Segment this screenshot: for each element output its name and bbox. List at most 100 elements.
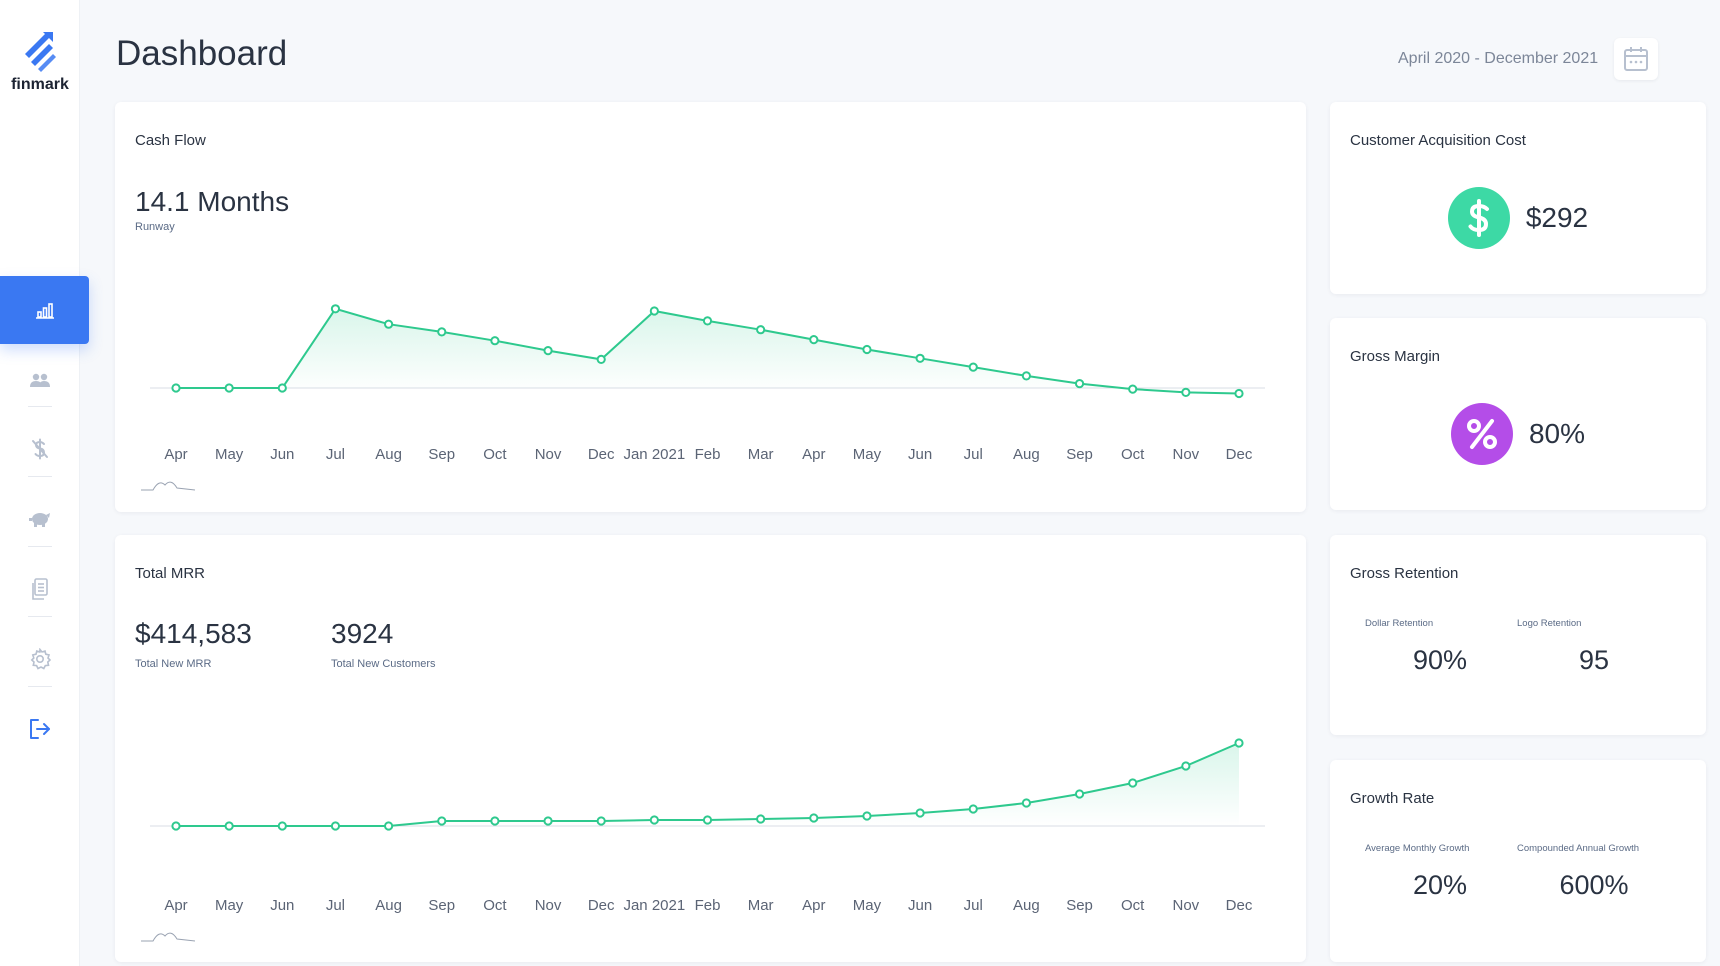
calendar-icon — [1624, 47, 1648, 71]
nav-divider — [28, 546, 52, 547]
data-point[interactable] — [1128, 384, 1138, 394]
data-point[interactable] — [1181, 387, 1191, 397]
card-title: Total MRR — [135, 565, 206, 582]
data-point[interactable] — [1181, 761, 1191, 771]
data-point[interactable] — [384, 319, 394, 329]
gross-margin-kpi: 80% — [1330, 403, 1706, 465]
data-point[interactable] — [596, 816, 606, 826]
dollar-retention-label: Dollar Retention — [1365, 618, 1434, 629]
x-tick-label: Feb — [695, 897, 721, 914]
date-range[interactable]: April 2020 - December 2021 — [1398, 50, 1599, 67]
gross-retention-card: Gross Retention Dollar Retention 90% Log… — [1330, 535, 1706, 735]
data-point[interactable] — [756, 814, 766, 824]
monthly-growth-value: 20% — [1412, 870, 1468, 900]
nav-settings[interactable] — [0, 628, 80, 690]
data-point[interactable] — [649, 306, 659, 316]
x-tick-label: Nov — [1173, 446, 1200, 463]
x-tick-label: Nov — [1173, 897, 1200, 914]
x-tick-label: Sep — [428, 446, 455, 463]
nav-divider — [28, 476, 52, 477]
sidebar: finmark — [0, 0, 89, 966]
logout-icon — [30, 719, 50, 739]
data-point[interactable] — [1074, 789, 1085, 799]
nav-dashboard[interactable] — [0, 276, 89, 344]
cac-value: $292 — [1525, 202, 1589, 233]
nav-reports[interactable] — [0, 558, 80, 620]
x-tick-label: Mar — [748, 897, 774, 914]
data-point[interactable] — [277, 821, 287, 831]
data-point[interactable] — [171, 383, 181, 393]
x-tick-label: Sep — [1066, 446, 1093, 463]
data-point[interactable] — [437, 816, 447, 826]
percent-icon — [1450, 403, 1513, 465]
x-tick-label: Apr — [164, 897, 187, 914]
x-tick-label: Dec — [588, 897, 615, 914]
data-point[interactable] — [490, 336, 500, 346]
data-point[interactable] — [543, 346, 553, 356]
cash-flow-chart[interactable]: Apr May Jun Jul Aug Sep Oct Nov Dec Jan 2021 Feb Ma… — [115, 102, 1306, 512]
total-mrr-chart[interactable]: Apr May Jun Jul Aug Sep Oct Nov Dec Jan 2021 Feb Ma… — [115, 535, 1306, 962]
x-tick-label: Aug — [375, 897, 402, 914]
brand-logo[interactable]: finmark — [0, 30, 80, 94]
runway-value: 14.1 Months — [135, 186, 290, 217]
data-point[interactable] — [862, 811, 872, 821]
data-point[interactable] — [384, 821, 394, 831]
data-point[interactable] — [649, 815, 659, 825]
total-mrr-card: Total MRR $414,583 Total New MRR 3924 To… — [115, 535, 1306, 962]
data-point[interactable] — [596, 354, 606, 364]
x-tick-label: Aug — [375, 446, 402, 463]
gear-icon — [30, 648, 51, 670]
logo-retention-label: Logo Retention — [1517, 618, 1582, 629]
data-point[interactable] — [968, 362, 978, 372]
data-point[interactable] — [277, 383, 287, 393]
nav-savings[interactable] — [0, 488, 80, 550]
data-point[interactable] — [1021, 798, 1032, 808]
x-tick-label: Nov — [535, 897, 562, 914]
x-tick-label: Jul — [964, 446, 983, 463]
data-point[interactable] — [915, 353, 925, 363]
data-point[interactable] — [224, 383, 234, 393]
x-tick-label: Jun — [270, 446, 294, 463]
data-point[interactable] — [1021, 371, 1032, 381]
data-point[interactable] — [171, 821, 181, 831]
chart-navigator[interactable] — [141, 481, 196, 491]
dollar-slash-icon — [32, 438, 48, 460]
data-point[interactable] — [330, 821, 341, 831]
data-point[interactable] — [1128, 778, 1138, 788]
nav-divider — [28, 616, 52, 617]
cac-kpi: $292 — [1330, 187, 1706, 249]
data-point[interactable] — [490, 816, 500, 826]
data-point[interactable] — [862, 344, 872, 355]
data-point[interactable] — [437, 327, 447, 337]
data-point[interactable] — [1234, 738, 1244, 748]
data-point[interactable] — [543, 816, 553, 826]
data-point[interactable] — [1074, 379, 1085, 389]
data-point[interactable] — [1234, 388, 1244, 399]
calendar-button[interactable] — [1614, 38, 1658, 80]
series-area — [176, 308, 1239, 394]
data-point[interactable] — [968, 804, 978, 814]
nav-customers[interactable] — [0, 349, 80, 411]
new-customers-value: 3924 — [331, 618, 394, 649]
data-point[interactable] — [809, 813, 819, 823]
data-point[interactable] — [702, 815, 713, 825]
data-point[interactable] — [915, 808, 925, 818]
data-point[interactable] — [756, 325, 766, 335]
x-tick-label: May — [853, 446, 882, 463]
logo-retention-value: 95 — [1578, 645, 1610, 675]
new-mrr-value: $414,583 — [135, 618, 252, 649]
data-point[interactable] — [702, 316, 713, 326]
new-mrr-label: Total New MRR — [135, 658, 212, 670]
annual-growth-value: 600% — [1559, 870, 1629, 900]
x-tick-label: Oct — [1121, 897, 1145, 914]
x-tick-label: Jan 2021 — [623, 446, 685, 463]
nav-logout[interactable] — [0, 698, 80, 760]
chart-navigator[interactable] — [141, 932, 196, 942]
x-tick-label: Jul — [326, 446, 345, 463]
x-tick-label: Dec — [588, 446, 615, 463]
data-point[interactable] — [330, 304, 341, 314]
nav-expenses[interactable] — [0, 418, 80, 480]
data-point[interactable] — [809, 335, 819, 345]
x-tick-label: Sep — [1066, 897, 1093, 914]
data-point[interactable] — [224, 821, 234, 831]
